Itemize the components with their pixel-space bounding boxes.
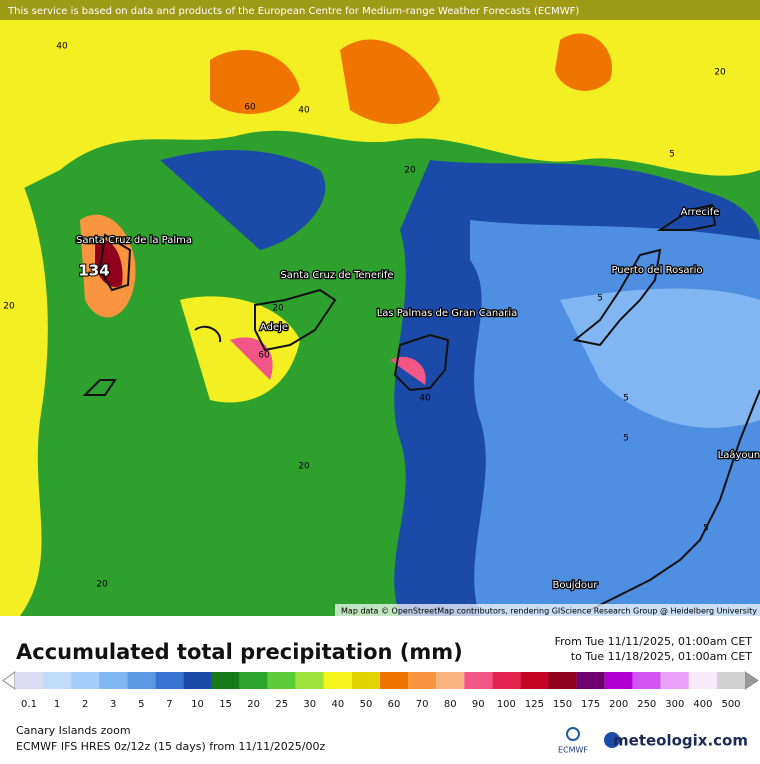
colorbar-swatch [520, 672, 549, 689]
colorbar-swatch [211, 672, 240, 689]
model: ECMWF IFS HRES 0z/12z (15 days) from 11/… [16, 740, 326, 753]
place-label: Adeje [260, 322, 288, 333]
colorbar-label: 0.1 [21, 699, 37, 710]
colorbar-swatch [323, 672, 352, 689]
colorbar-label: 300 [665, 699, 684, 710]
colorbar-label: 500 [721, 699, 740, 710]
contour-label: 5 [597, 294, 603, 304]
colorbar-label: 80 [444, 699, 457, 710]
colorbar-swatch [464, 672, 493, 689]
colorbar-swatch [604, 672, 633, 689]
colorbar-swatch [43, 672, 72, 689]
colorbar-label: 60 [388, 699, 401, 710]
contour-label: 5 [703, 524, 709, 534]
colorbar-label: 40 [332, 699, 345, 710]
colorbar-swatch [492, 672, 521, 689]
contour-label: 20 [3, 302, 15, 312]
colorbar-label: 150 [553, 699, 572, 710]
colorbar-label: 10 [191, 699, 204, 710]
colorbar-swatch [380, 672, 409, 689]
contour-label: 20 [272, 304, 284, 314]
contour-label: 5 [669, 150, 675, 160]
region: Canary Islands zoom [16, 724, 131, 737]
colorbar-swatch [71, 672, 100, 689]
colorbar-swatch [576, 672, 605, 689]
period-from: From Tue 11/11/2025, 01:00am CET [555, 635, 753, 648]
colorbar-label: 100 [497, 699, 516, 710]
place-label: Las Palmas de Gran Canaria [377, 308, 518, 319]
contour-label: 60 [244, 103, 256, 113]
place-label: Santa Cruz de la Palma [76, 235, 192, 246]
contour-label: 40 [419, 394, 431, 404]
colorbar-arrow-left [2, 671, 16, 690]
colorbar-label: 1 [54, 699, 60, 710]
colorbar-swatch [183, 672, 212, 689]
colorbar-swatch [688, 672, 717, 689]
notice: This service is based on data and produc… [7, 6, 579, 17]
brand: meteologix.com [613, 732, 748, 750]
contour-label: 40 [298, 106, 310, 116]
colorbar-swatch [239, 672, 268, 689]
colorbar-swatch [155, 672, 184, 689]
colorbar-swatch [295, 672, 324, 689]
colorbar-swatch [716, 672, 746, 689]
colorbar-label: 3 [110, 699, 116, 710]
colorbar-label: 125 [525, 699, 544, 710]
colorbar-swatch [267, 672, 296, 689]
colorbar-label: 50 [360, 699, 373, 710]
place-label: Boujdour [552, 580, 598, 591]
colorbar-swatch [99, 672, 128, 689]
contour-label: 20 [96, 580, 108, 590]
legend-title: Accumulated total precipitation (mm) [16, 640, 463, 664]
colorbar-swatch [351, 672, 380, 689]
colorbar-label: 175 [581, 699, 600, 710]
colorbar-label: 200 [609, 699, 628, 710]
ecmwf-logo: ECMWF [558, 746, 588, 755]
colorbar-swatch [436, 672, 465, 689]
place-label: Puerto del Rosario [611, 265, 702, 276]
colorbar-label: 2 [82, 699, 88, 710]
colorbar-arrow-right [744, 671, 759, 690]
colorbar-label: 15 [219, 699, 232, 710]
map: Santa Cruz de la Palma Santa Cruz de Ten… [0, 0, 760, 616]
colorbar-label: 250 [637, 699, 656, 710]
colorbar-swatch [660, 672, 689, 689]
colorbar-swatch [127, 672, 156, 689]
colorbar-swatch [548, 672, 577, 689]
contour-label: 5 [623, 394, 629, 404]
contour-label: 20 [298, 462, 310, 472]
colorbar-label: 5 [138, 699, 144, 710]
contour-label: 20 [404, 166, 416, 176]
max-label: 134 [78, 262, 109, 280]
contour-label: 40 [56, 42, 68, 52]
colorbar-label: 90 [472, 699, 485, 710]
colorbar-swatch [14, 672, 44, 689]
place-label: Arrecife [681, 207, 720, 218]
colorbar-label: 20 [247, 699, 260, 710]
contour-label: 60 [258, 351, 270, 361]
colorbar-label: 70 [416, 699, 429, 710]
colorbar-label: 25 [275, 699, 288, 710]
colorbar-label: 7 [166, 699, 172, 710]
contour-label: 5 [623, 434, 629, 444]
colorbar-swatch [408, 672, 437, 689]
place-label: Santa Cruz de Tenerife [280, 270, 393, 281]
colorbar: 0.1 1 2 3 5 7 10 15 20 25 30 40 50 60 70 80 90 100 125 150 1… [2, 671, 759, 710]
contour-label: 20 [714, 68, 726, 78]
colorbar-label: 400 [693, 699, 712, 710]
attribution: Map data © OpenStreetMap contributors, r… [341, 607, 757, 616]
colorbar-swatch [632, 672, 661, 689]
colorbar-label: 30 [303, 699, 316, 710]
place-label: Laâyoune [718, 449, 760, 461]
period-to: to Tue 11/18/2025, 01:00am CET [571, 650, 753, 663]
